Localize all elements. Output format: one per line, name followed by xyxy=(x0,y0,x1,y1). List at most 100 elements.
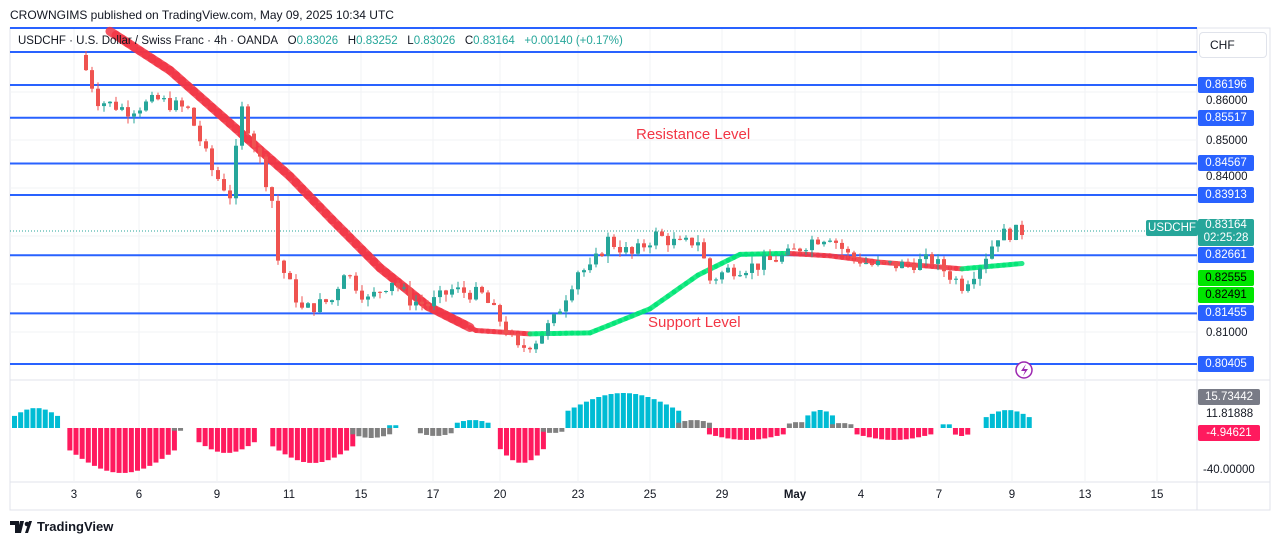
histogram-bar xyxy=(307,428,313,463)
histogram-bar xyxy=(682,421,688,428)
histogram-bar xyxy=(368,428,374,438)
histogram-bar xyxy=(694,420,700,428)
candle-body xyxy=(810,239,814,251)
time-axis-label: 15 xyxy=(1150,489,1164,501)
candle-body xyxy=(744,272,748,276)
histogram-bar xyxy=(590,399,596,428)
close-value: 0.83164 xyxy=(473,35,515,47)
histogram-bar xyxy=(350,428,356,447)
candle-body xyxy=(966,284,970,291)
histogram-bar xyxy=(147,428,153,466)
histogram-bar xyxy=(104,428,110,471)
level-price-label: 0.81455 xyxy=(1198,305,1254,322)
candle-body xyxy=(756,263,760,270)
time-axis-label: 9 xyxy=(1008,489,1016,501)
histogram-bar xyxy=(823,411,829,428)
histogram-bar xyxy=(214,428,220,452)
histogram-bar xyxy=(602,395,608,428)
histogram-bar xyxy=(171,428,177,431)
candle-body xyxy=(858,258,862,264)
candle-body xyxy=(180,100,184,107)
candle-body xyxy=(450,289,454,295)
candle-body xyxy=(642,243,646,248)
candle-body xyxy=(432,297,436,307)
candle-body xyxy=(930,254,934,264)
level-price-label: 0.83913 xyxy=(1198,186,1254,203)
candle-body xyxy=(630,247,634,254)
tradingview-logo[interactable]: TradingView xyxy=(10,519,113,534)
candle-body xyxy=(96,88,100,107)
histogram-bar xyxy=(110,428,116,473)
candle-body xyxy=(612,236,616,247)
histogram-bar xyxy=(73,428,79,455)
candle-body xyxy=(828,240,832,242)
candle-body xyxy=(834,240,838,243)
candle-body xyxy=(366,296,370,300)
candle-body xyxy=(708,258,712,281)
time-axis-label: 9 xyxy=(213,489,221,501)
histogram-bar xyxy=(510,428,516,461)
candle-body xyxy=(402,287,406,289)
histogram-bar xyxy=(866,428,872,438)
candle-body xyxy=(336,288,340,301)
candle-body xyxy=(816,239,820,245)
candle-body xyxy=(216,170,220,180)
candle-body xyxy=(750,263,754,273)
histogram-bar xyxy=(737,428,743,440)
candle-body xyxy=(162,98,166,100)
histogram-bar xyxy=(128,428,134,473)
histogram-bar xyxy=(245,428,251,447)
resistance-annotation: Resistance Level xyxy=(636,126,751,143)
histogram-bar xyxy=(965,428,971,435)
candle-body xyxy=(1002,228,1006,241)
candle-body xyxy=(714,279,718,281)
histogram-bar xyxy=(356,428,362,437)
candle-body xyxy=(192,107,196,126)
candle-body xyxy=(504,321,508,334)
candle-body xyxy=(246,106,250,134)
candle-body xyxy=(354,275,358,291)
close-label: C xyxy=(464,35,474,47)
candle-body xyxy=(912,264,916,270)
high-label: H xyxy=(347,35,357,47)
histogram-bar xyxy=(374,428,380,438)
histogram-bar xyxy=(706,422,712,428)
histogram-bar xyxy=(879,428,885,440)
low-label: L xyxy=(407,35,414,47)
candle-body xyxy=(864,263,868,265)
histogram-bar xyxy=(381,428,386,437)
osc-value-label: 15.73442 xyxy=(1198,389,1260,405)
candle-body xyxy=(516,334,520,346)
histogram-bar xyxy=(448,428,454,434)
histogram-bar xyxy=(891,428,897,440)
candle-body xyxy=(738,275,742,277)
time-axis-label: 3 xyxy=(70,489,78,501)
time-axis-label: 15 xyxy=(354,489,368,501)
histogram-bar xyxy=(442,428,448,435)
candle-body xyxy=(234,145,238,199)
currency-button[interactable]: CHF xyxy=(1199,32,1267,58)
candle-body xyxy=(468,292,472,300)
histogram-bar xyxy=(221,428,227,453)
candle-body xyxy=(168,98,172,111)
candle-body xyxy=(918,259,922,270)
candle-body xyxy=(870,263,874,266)
histogram-bar xyxy=(842,423,848,428)
time-axis-label: 4 xyxy=(857,489,865,501)
histogram-bar xyxy=(725,428,731,439)
time-axis-label: 25 xyxy=(643,489,657,501)
candle-body xyxy=(888,261,892,263)
candle-body xyxy=(210,148,214,171)
candle-body xyxy=(360,290,364,300)
candle-body xyxy=(654,231,658,246)
candle-body xyxy=(462,287,466,293)
candle-body xyxy=(876,260,880,266)
histogram-bar xyxy=(239,428,245,450)
histogram-bar xyxy=(996,411,1001,428)
histogram-bar xyxy=(731,428,737,440)
histogram-bar xyxy=(208,428,214,450)
candle-body xyxy=(600,253,604,256)
candle-body xyxy=(228,190,232,199)
open-value: 0.83026 xyxy=(296,35,339,47)
